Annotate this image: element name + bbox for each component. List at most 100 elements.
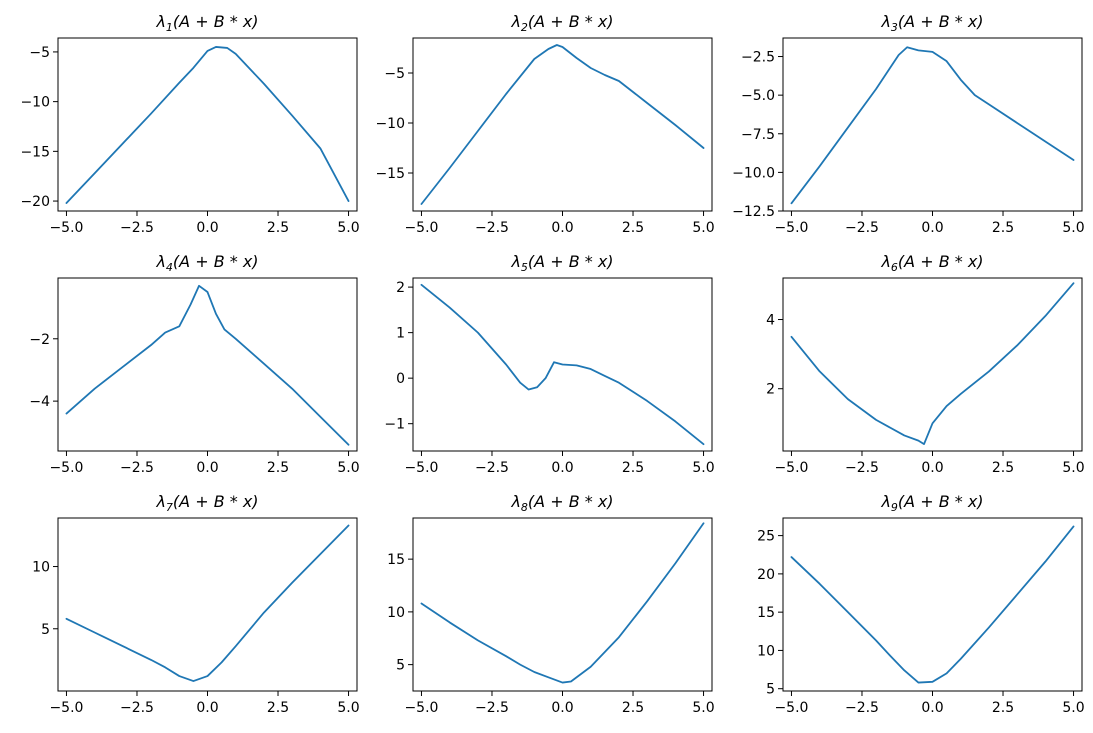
y-tick-label: 15 bbox=[387, 552, 405, 568]
subplot-5: −5.0 −2.5 0.0 2.5 5.0 −1 0 1 2 λ5(A + B * x) bbox=[384, 252, 714, 476]
x-tick-label: −5.0 bbox=[774, 220, 808, 236]
x-tick-label: −5.0 bbox=[49, 700, 83, 716]
y-tick-label: −1 bbox=[384, 417, 405, 433]
x-tick-label: 5.0 bbox=[692, 220, 714, 236]
x-tick-label: 2.5 bbox=[992, 460, 1014, 476]
panel-title: λ9(A + B * x) bbox=[880, 492, 983, 514]
y-tick-label: 0 bbox=[396, 371, 405, 387]
series-line bbox=[65, 524, 350, 682]
subplot-8: −5.0 −2.5 0.0 2.5 5.0 5 10 15 λ8(A + B * x) bbox=[387, 492, 714, 716]
y-tick-label: −5.0 bbox=[741, 88, 775, 104]
panel-title: λ6(A + B * x) bbox=[880, 252, 983, 274]
y-tick-label: 5 bbox=[396, 658, 405, 674]
panel-title: λ3(A + B * x) bbox=[880, 12, 983, 34]
y-tick-label: −5 bbox=[384, 66, 405, 82]
panel-title: λ7(A + B * x) bbox=[155, 492, 258, 514]
y-tick-label: 10 bbox=[387, 605, 405, 621]
x-tick-label: −2.5 bbox=[475, 700, 509, 716]
y-tick-label: 20 bbox=[757, 567, 775, 583]
x-tick-label: 0.0 bbox=[196, 700, 218, 716]
x-tick-label: 0.0 bbox=[921, 220, 943, 236]
series-line bbox=[65, 284, 350, 446]
x-tick-label: −2.5 bbox=[120, 700, 154, 716]
series-line bbox=[420, 283, 705, 446]
x-tick-label: 2.5 bbox=[622, 700, 644, 716]
y-tick-label: 4 bbox=[766, 313, 775, 329]
x-tick-label: −5.0 bbox=[404, 700, 438, 716]
y-tick-label: −7.5 bbox=[741, 127, 775, 143]
y-tick-label: −2 bbox=[29, 332, 50, 348]
x-tick-label: 2.5 bbox=[992, 220, 1014, 236]
panel-title: λ5(A + B * x) bbox=[510, 252, 613, 274]
y-tick-label: −10 bbox=[20, 95, 50, 111]
x-tick-label: −5.0 bbox=[49, 220, 83, 236]
x-tick-label: 0.0 bbox=[921, 700, 943, 716]
subplot-3: −5.0 −2.5 0.0 2.5 5.0 −12.5 −10.0 −7.5 −5.0 −2.5 λ… bbox=[732, 12, 1085, 236]
x-tick-label: 0.0 bbox=[551, 460, 573, 476]
x-tick-label: 5.0 bbox=[337, 700, 359, 716]
x-tick-label: 0.0 bbox=[551, 220, 573, 236]
x-tick-label: 2.5 bbox=[267, 220, 289, 236]
x-tick-label: 2.5 bbox=[267, 700, 289, 716]
panel-title: λ4(A + B * x) bbox=[155, 252, 258, 274]
x-tick-label: −2.5 bbox=[120, 460, 154, 476]
y-tick-label: 2 bbox=[766, 382, 775, 398]
x-tick-label: 0.0 bbox=[196, 460, 218, 476]
subplot-4: −5.0 −2.5 0.0 2.5 5.0 −4 −2 λ4(A + B * x) bbox=[29, 252, 359, 476]
y-tick-label: −10 bbox=[375, 116, 405, 132]
series-line bbox=[420, 522, 705, 684]
series-line bbox=[790, 525, 1075, 684]
x-tick-label: 5.0 bbox=[1062, 460, 1084, 476]
y-tick-label: 5 bbox=[766, 682, 775, 698]
x-tick-label: 5.0 bbox=[337, 220, 359, 236]
series-line bbox=[790, 46, 1075, 205]
x-tick-label: 2.5 bbox=[267, 460, 289, 476]
y-tick-label: −12.5 bbox=[732, 204, 775, 220]
x-tick-label: −2.5 bbox=[475, 460, 509, 476]
x-tick-label: 0.0 bbox=[921, 460, 943, 476]
x-tick-label: −5.0 bbox=[404, 220, 438, 236]
x-tick-label: −5.0 bbox=[404, 460, 438, 476]
y-tick-label: −2.5 bbox=[741, 50, 775, 66]
x-tick-label: 2.5 bbox=[622, 460, 644, 476]
y-tick-label: 5 bbox=[41, 622, 50, 638]
y-tick-label: −20 bbox=[20, 194, 50, 210]
x-tick-label: 0.0 bbox=[551, 700, 573, 716]
y-tick-label: −15 bbox=[375, 166, 405, 182]
x-tick-label: 2.5 bbox=[622, 220, 644, 236]
y-tick-label: −10.0 bbox=[732, 165, 775, 181]
x-tick-label: 2.5 bbox=[992, 700, 1014, 716]
subplot-1: −5.0 −2.5 0.0 2.5 5.0 −20 −15 −10 −5 λ1(A + B * x… bbox=[20, 12, 359, 236]
x-tick-label: −2.5 bbox=[845, 460, 879, 476]
x-tick-label: 5.0 bbox=[1062, 220, 1084, 236]
x-tick-label: 5.0 bbox=[692, 460, 714, 476]
subplot-7: −5.0 −2.5 0.0 2.5 5.0 5 10 λ7(A + B * x) bbox=[32, 492, 359, 716]
subplot-6: −5.0 −2.5 0.0 2.5 5.0 2 4 λ6(A + B * x) bbox=[766, 252, 1085, 476]
x-tick-label: −2.5 bbox=[475, 220, 509, 236]
x-tick-label: 5.0 bbox=[337, 460, 359, 476]
y-tick-label: −5 bbox=[29, 45, 50, 61]
subplot-9: −5.0 −2.5 0.0 2.5 5.0 5 10 15 20 25 λ9(A + B * x) bbox=[757, 492, 1084, 716]
y-tick-label: −15 bbox=[20, 144, 50, 160]
y-tick-label: 1 bbox=[396, 326, 405, 342]
x-tick-label: −5.0 bbox=[49, 460, 83, 476]
subplot-2: −5.0 −2.5 0.0 2.5 5.0 −15 −10 −5 λ2(A + B * x) bbox=[375, 12, 714, 236]
y-tick-label: 25 bbox=[757, 529, 775, 545]
panel-title: λ1(A + B * x) bbox=[155, 12, 258, 34]
panel-title: λ2(A + B * x) bbox=[510, 12, 613, 34]
x-tick-label: −5.0 bbox=[774, 700, 808, 716]
x-tick-label: −2.5 bbox=[845, 700, 879, 716]
series-line bbox=[65, 46, 350, 204]
y-tick-label: 2 bbox=[396, 280, 405, 296]
series-line bbox=[790, 282, 1075, 445]
x-tick-label: −2.5 bbox=[120, 220, 154, 236]
y-tick-label: −4 bbox=[29, 394, 50, 410]
y-tick-label: 10 bbox=[32, 560, 50, 576]
x-tick-label: 5.0 bbox=[692, 700, 714, 716]
series-line bbox=[420, 44, 705, 205]
x-tick-label: 0.0 bbox=[196, 220, 218, 236]
x-tick-label: 5.0 bbox=[1062, 700, 1084, 716]
panel-title: λ8(A + B * x) bbox=[510, 492, 613, 514]
y-tick-label: 10 bbox=[757, 643, 775, 659]
